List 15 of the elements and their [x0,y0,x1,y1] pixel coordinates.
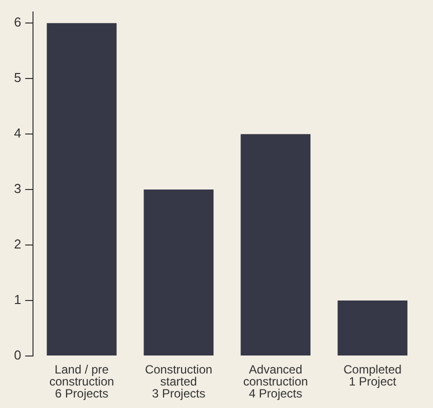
x-tick-label: Construction started 3 Projects [144,362,212,400]
x-tick-label: Advanced construction 4 Projects [243,362,308,400]
y-tick-label: 3 [14,181,22,196]
y-tick-label: 0 [14,348,22,363]
y-tick-label: 1 [14,292,22,308]
y-tick-label: 5 [14,70,22,86]
y-tick-label: 4 [14,126,22,141]
y-tick-label: 2 [14,236,22,252]
x-tick-label: Completed 1 Project [344,362,402,388]
bar [240,134,310,356]
bar [46,23,117,356]
x-tick-label: Land / pre construction 6 Projects [49,362,114,400]
bar [144,190,214,356]
y-tick-label: 6 [14,14,22,30]
bar [338,300,408,356]
